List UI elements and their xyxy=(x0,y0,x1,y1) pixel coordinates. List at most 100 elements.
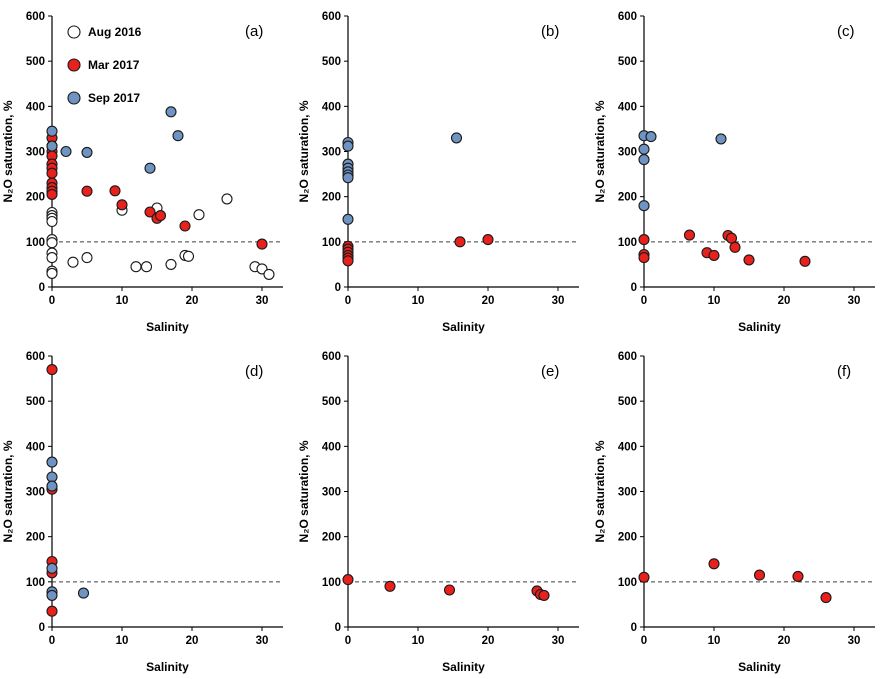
y-tick-label: 300 xyxy=(26,147,45,159)
panel-label: (a) xyxy=(245,23,263,40)
y-tick-label: 100 xyxy=(617,577,636,589)
y-tick-label: 0 xyxy=(630,622,636,634)
legend-label: Aug 2016 xyxy=(88,25,142,39)
data-point xyxy=(342,172,354,184)
legend-marker xyxy=(67,58,81,72)
data-point xyxy=(193,209,205,221)
data-point xyxy=(46,252,58,264)
data-point xyxy=(638,200,650,212)
y-tick-label: 500 xyxy=(26,396,45,408)
data-point xyxy=(46,189,58,201)
x-tick-label: 20 xyxy=(186,295,199,307)
chart-panel-b: 0 100 200 300 400 500 600 0 10 20 30 (b) Salinity N₂O… xyxy=(296,0,592,340)
y-tick-label: 200 xyxy=(322,192,341,204)
data-point xyxy=(263,269,275,281)
legend-label: Mar 2017 xyxy=(88,58,140,72)
data-point xyxy=(708,558,720,570)
data-point xyxy=(683,229,695,241)
y-tick-label: 500 xyxy=(617,396,636,408)
y-tick-label: 600 xyxy=(617,11,636,23)
y-tick-label: 200 xyxy=(617,531,636,543)
y-tick-label: 400 xyxy=(26,441,45,453)
data-point xyxy=(342,573,354,585)
data-point xyxy=(179,220,191,232)
data-point xyxy=(342,140,354,152)
data-point xyxy=(46,471,58,483)
scatter-plot: 0 100 200 300 400 500 600 0 10 20 30 (d) Salinity N₂O… xyxy=(1,351,284,674)
data-point xyxy=(144,162,156,174)
y-tick-label: 0 xyxy=(335,282,341,294)
data-point xyxy=(81,252,93,264)
data-point xyxy=(46,363,58,375)
panel-label: (e) xyxy=(541,363,559,380)
chart-panel-c: 0 100 200 300 400 500 600 0 10 20 30 (c) Salinity N₂O… xyxy=(591,0,887,340)
x-axis-title: Salinity xyxy=(442,320,485,334)
scatter-plot: 0 100 200 300 400 500 600 0 10 20 30 (c) Salinity N₂O… xyxy=(593,11,875,334)
y-tick-label: 400 xyxy=(322,102,341,114)
data-point xyxy=(141,261,153,273)
data-point xyxy=(729,242,741,254)
data-point xyxy=(46,480,58,492)
x-tick-label: 20 xyxy=(186,635,199,647)
data-point xyxy=(638,234,650,246)
y-tick-label: 500 xyxy=(322,396,341,408)
y-tick-label: 600 xyxy=(617,351,636,363)
panel-label: (b) xyxy=(541,23,559,40)
data-point xyxy=(792,570,804,582)
legend-marker xyxy=(67,25,81,39)
y-tick-label: 200 xyxy=(322,531,341,543)
y-tick-label: 300 xyxy=(322,147,341,159)
data-point xyxy=(109,185,121,197)
x-tick-label: 10 xyxy=(707,635,720,647)
y-tick-label: 400 xyxy=(322,441,341,453)
y-tick-label: 0 xyxy=(335,622,341,634)
data-point xyxy=(46,237,58,249)
x-tick-label: 0 xyxy=(49,295,55,307)
y-axis-title: N₂O saturation, % xyxy=(297,440,311,542)
y-tick-label: 600 xyxy=(26,351,45,363)
y-tick-label: 400 xyxy=(26,102,45,114)
panel-label: (c) xyxy=(837,23,855,40)
y-tick-label: 200 xyxy=(617,192,636,204)
data-point xyxy=(342,255,354,267)
scatter-plot: 0 100 200 300 400 500 600 0 10 20 30 (e) Salinity N₂O… xyxy=(297,351,579,674)
y-tick-label: 600 xyxy=(26,11,45,23)
y-tick-label: 100 xyxy=(617,237,636,249)
x-tick-label: 0 xyxy=(49,635,55,647)
data-point xyxy=(155,210,167,222)
data-point xyxy=(46,125,58,137)
x-tick-label: 30 xyxy=(256,295,269,307)
y-axis-title: N₂O saturation, % xyxy=(1,440,15,542)
x-tick-label: 30 xyxy=(847,295,860,307)
chart-panel-f: 0 100 200 300 400 500 600 0 10 20 30 (f) Salinity N₂O… xyxy=(591,340,887,679)
data-point xyxy=(638,571,650,583)
data-point xyxy=(130,261,142,273)
y-tick-label: 300 xyxy=(617,147,636,159)
scatter-plot: 0 100 200 300 400 500 600 0 10 20 30 (b) Salinity N₂O… xyxy=(297,11,579,334)
x-tick-label: 20 xyxy=(482,635,495,647)
data-point xyxy=(221,193,233,205)
panel-label: (f) xyxy=(837,363,851,380)
y-tick-label: 0 xyxy=(630,282,636,294)
data-point xyxy=(144,206,156,218)
data-point xyxy=(638,252,650,264)
data-point xyxy=(60,146,72,158)
x-tick-label: 20 xyxy=(482,295,495,307)
x-tick-label: 0 xyxy=(345,635,351,647)
legend-label: Sep 2017 xyxy=(88,91,140,105)
data-point xyxy=(67,256,79,269)
data-point xyxy=(538,589,550,601)
x-tick-label: 10 xyxy=(707,295,720,307)
x-tick-label: 30 xyxy=(552,635,565,647)
data-point xyxy=(46,605,58,617)
y-tick-label: 100 xyxy=(26,577,45,589)
scatter-plot: 0 100 200 300 400 500 600 0 10 20 30 (f) Salinity N₂O… xyxy=(593,351,875,674)
data-point xyxy=(443,584,456,596)
data-point xyxy=(116,199,128,211)
x-tick-label: 30 xyxy=(256,635,269,647)
data-point xyxy=(165,259,177,271)
data-point xyxy=(81,147,93,159)
x-tick-label: 30 xyxy=(552,295,565,307)
y-tick-label: 400 xyxy=(617,102,636,114)
y-axis-title: N₂O saturation, % xyxy=(593,440,607,542)
